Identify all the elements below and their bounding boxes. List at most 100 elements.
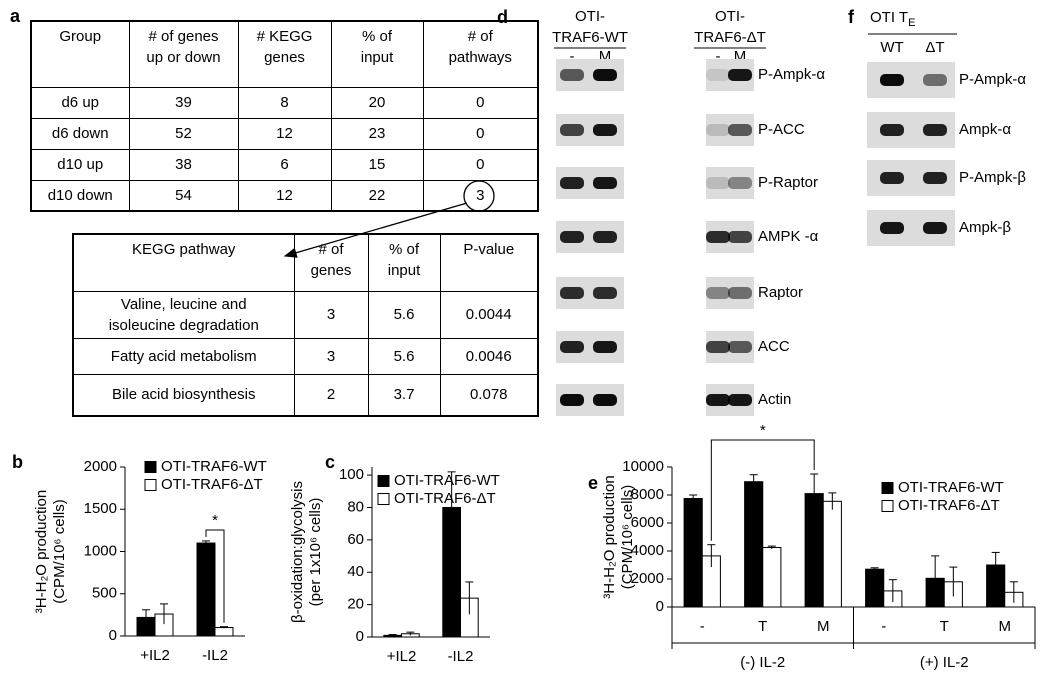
blot-band xyxy=(593,287,617,299)
blot-band xyxy=(560,287,584,299)
blot-band xyxy=(560,394,584,406)
blot-column-header: OTI- xyxy=(715,8,745,25)
y-tick-label: 4000 xyxy=(631,542,664,559)
highlight-circle xyxy=(463,180,495,212)
y-tick-label: 60 xyxy=(347,531,364,548)
legend-swatch xyxy=(377,475,390,487)
lane-label: - xyxy=(570,48,575,65)
blot-band xyxy=(706,69,730,81)
blot-background xyxy=(706,167,754,199)
blot-band xyxy=(706,287,730,299)
y-tick-label: 2000 xyxy=(84,458,117,475)
blot-band xyxy=(706,177,730,189)
y-tick-label: 20 xyxy=(347,596,364,613)
significance-bracket xyxy=(205,529,225,623)
y-tick-label: 1500 xyxy=(84,500,117,517)
legend-swatch xyxy=(881,482,894,494)
blot-band xyxy=(923,124,947,136)
table-row: d6 down 52 12 23 0 xyxy=(30,117,539,150)
blot-band xyxy=(593,69,617,81)
x-tick-label: - xyxy=(700,618,705,635)
table-cell: d6 down xyxy=(30,117,130,150)
table-cell: KEGG pathway xyxy=(72,233,295,292)
header-row: KEGG pathway # of genes% of input P-value xyxy=(72,233,539,292)
table-cell: 3 xyxy=(293,290,369,339)
blot-band xyxy=(560,341,584,353)
blot-band xyxy=(593,231,617,243)
lane-label: - xyxy=(716,48,721,65)
y-tick-label: 10000 xyxy=(622,458,664,475)
blot-label: P-ACC xyxy=(758,121,805,138)
x-tick-label: - xyxy=(881,618,886,635)
blot-band xyxy=(560,231,584,243)
blot-label: P-Ampk-β xyxy=(959,169,1026,186)
blot-column-header: TRAF6-ΔT xyxy=(694,29,766,46)
legend-swatch xyxy=(377,493,390,505)
y-tick-label: 500 xyxy=(92,585,117,602)
blot-column-header: OTI- xyxy=(575,8,605,25)
table-cell: 0.0044 xyxy=(439,290,539,339)
table-cell: 3 xyxy=(293,337,369,375)
y-tick-label: 1000 xyxy=(84,542,117,559)
blot-label: Actin xyxy=(758,391,791,408)
table-cell: # of pathways xyxy=(422,20,539,88)
table-cell: Fatty acid metabolism xyxy=(72,337,295,375)
table-row: d10 down 54 12 22 3 xyxy=(30,179,539,212)
panel-label: b xyxy=(12,452,23,472)
y-axis-label: ³H-H₂O production xyxy=(601,475,618,598)
arrow xyxy=(283,202,468,258)
bar xyxy=(762,547,782,608)
y-axis-label: ³H-H₂O production xyxy=(33,490,50,613)
table-cell: Bile acid biosynthesis xyxy=(72,373,295,417)
panel-label: f xyxy=(848,7,855,27)
blot-band xyxy=(728,231,752,243)
y-tick-label: 80 xyxy=(347,498,364,515)
x-tick-label: -IL2 xyxy=(202,647,228,664)
table-cell: 12 xyxy=(237,117,332,150)
table-cell: 12 xyxy=(237,179,332,212)
blot-label: P-Raptor xyxy=(758,174,818,191)
significance-label: * xyxy=(760,422,766,439)
x-tick-label: T xyxy=(758,618,767,635)
group-label: (-) IL-2 xyxy=(740,654,785,671)
table-cell: 22 xyxy=(330,179,424,212)
bar xyxy=(865,568,885,608)
lane-label: WT xyxy=(880,39,903,56)
blot-label: Ampk-β xyxy=(959,219,1011,236)
table-cell: d10 down xyxy=(30,179,130,212)
y-axis-label: (per 1x10⁶ cells) xyxy=(307,498,324,607)
blot-band xyxy=(706,394,730,406)
bar xyxy=(744,481,764,608)
blot-label: AMPK -α xyxy=(758,228,819,245)
blot-title: OTI TE xyxy=(870,9,915,29)
y-tick-label: 100 xyxy=(339,466,364,483)
blot-band xyxy=(593,394,617,406)
table-cell: 0 xyxy=(422,117,539,150)
table-cell: 0.078 xyxy=(439,373,539,417)
table-cell: d10 up xyxy=(30,148,130,181)
significance-label: * xyxy=(212,512,218,529)
blot-title-main: OTI T xyxy=(870,9,908,26)
x-tick-label: -IL2 xyxy=(448,648,474,665)
y-tick-label: 40 xyxy=(347,563,364,580)
blot-band xyxy=(706,231,730,243)
blot-band xyxy=(706,124,730,136)
blot-label: Raptor xyxy=(758,284,803,301)
blot-band xyxy=(560,124,584,136)
table-cell: P-value xyxy=(439,233,539,292)
table-row: Bile acid biosynthesis 2 3.7 0.078 xyxy=(72,373,539,417)
bar xyxy=(683,498,703,608)
lane-label: ΔT xyxy=(925,39,944,56)
bar xyxy=(196,542,216,637)
y-tick-label: 8000 xyxy=(631,486,664,503)
table-row: Fatty acid metabolism 3 5.6 0.0046 xyxy=(72,337,539,375)
blot-band xyxy=(728,177,752,189)
legend-label: OTI-TRAF6-ΔT xyxy=(394,490,496,507)
group-label: (+) IL-2 xyxy=(920,654,969,671)
y-tick-label: 0 xyxy=(656,598,664,615)
legend-label: OTI-TRAF6-WT xyxy=(394,472,500,489)
header-row: Group # of genes up or down # KEGG genes% … xyxy=(30,20,539,88)
table-cell: # of genes up or down xyxy=(128,20,239,88)
